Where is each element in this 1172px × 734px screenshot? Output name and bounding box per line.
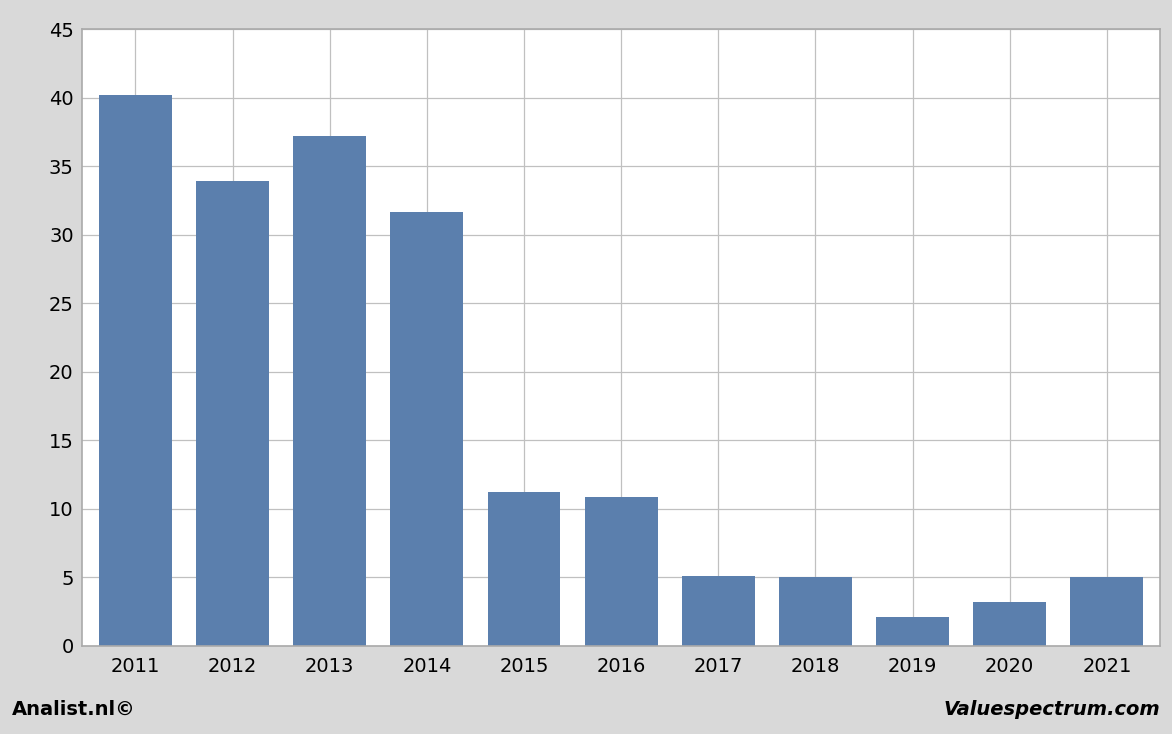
Bar — [488, 493, 560, 646]
Bar — [1070, 578, 1143, 646]
Text: Analist.nl©: Analist.nl© — [12, 700, 136, 719]
Bar — [877, 617, 949, 646]
Bar — [293, 137, 366, 646]
Bar — [585, 497, 657, 646]
Bar — [100, 95, 172, 646]
Bar — [390, 211, 463, 646]
Bar — [973, 602, 1047, 646]
Bar — [779, 578, 852, 646]
Text: Valuespectrum.com: Valuespectrum.com — [943, 700, 1160, 719]
Bar — [682, 576, 755, 646]
Bar — [196, 181, 270, 646]
